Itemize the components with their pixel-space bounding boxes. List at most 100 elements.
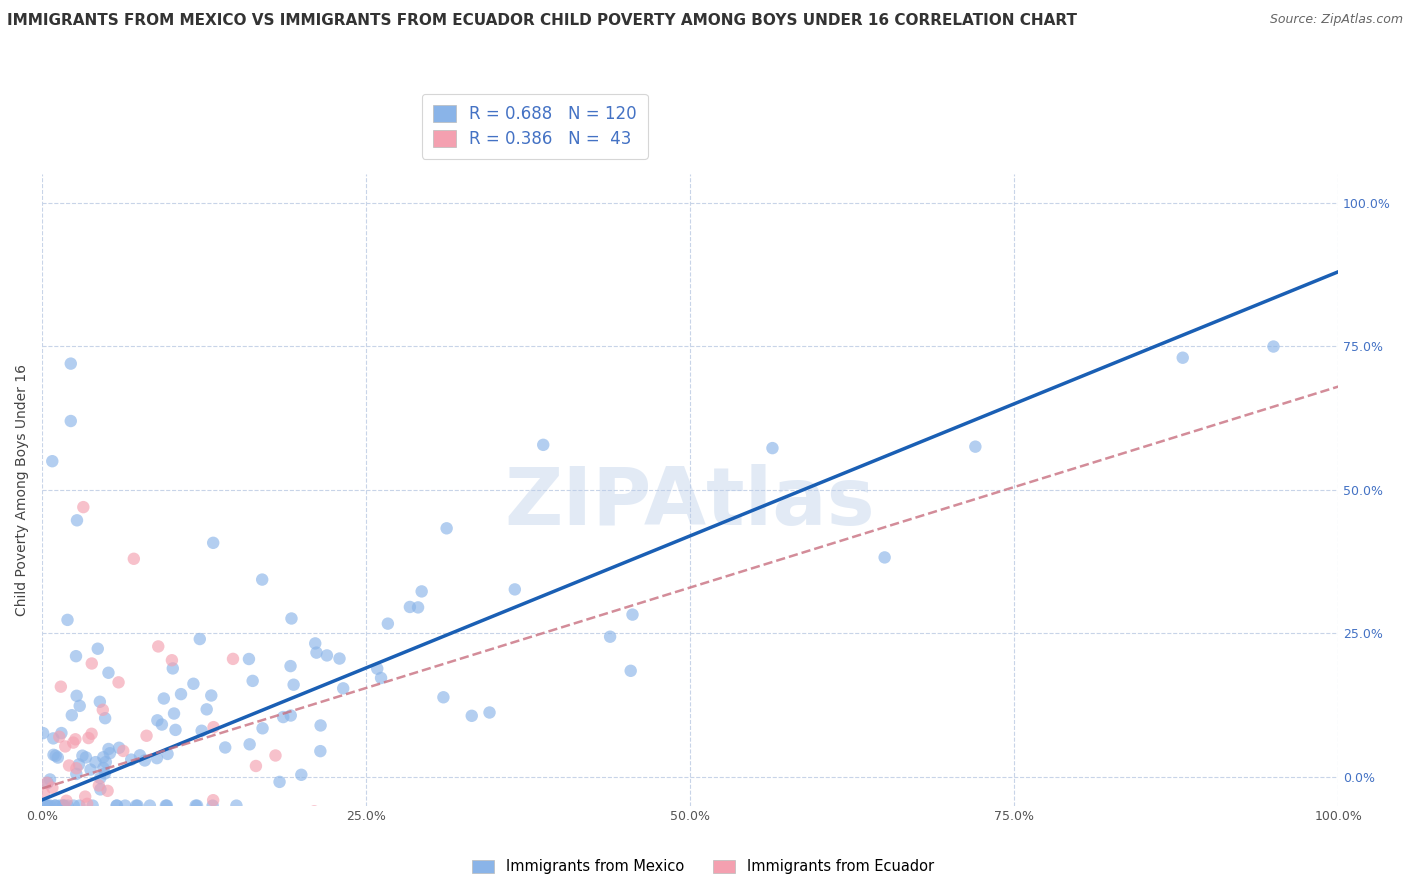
Point: [48, 838, 70, 853]
Point: [63, 838, 86, 853]
Point: [93, 761, 115, 775]
Point: [41, 780, 63, 795]
Point: [620, 664, 643, 678]
Point: [89, 771, 111, 785]
Point: [377, 616, 399, 631]
Point: [65, 732, 87, 747]
Point: [304, 636, 326, 650]
Text: ZIPAtlas: ZIPAtlas: [505, 464, 876, 541]
Point: [46, 750, 69, 764]
Point: [37, 798, 59, 813]
Text: IMMIGRANTS FROM MEXICO VS IMMIGRANTS FROM ECUADOR CHILD POVERTY AMONG BOYS UNDER: IMMIGRANTS FROM MEXICO VS IMMIGRANTS FRO…: [7, 13, 1077, 29]
Point: [53, 838, 76, 853]
Point: [60, 708, 83, 723]
Point: [155, 798, 177, 813]
Point: [94, 766, 117, 780]
Legend: Immigrants from Mexico, Immigrants from Ecuador: Immigrants from Mexico, Immigrants from …: [467, 854, 939, 880]
Point: [66, 513, 89, 527]
Point: [411, 584, 433, 599]
Point: [1263, 339, 1285, 353]
Point: [105, 798, 128, 813]
Point: [65, 767, 87, 781]
Point: [399, 599, 422, 614]
Point: [41, 454, 63, 468]
Point: [160, 653, 183, 667]
Point: [75, 750, 97, 764]
Point: [271, 710, 294, 724]
Point: [621, 607, 644, 622]
Point: [214, 740, 236, 755]
Point: [201, 798, 224, 813]
Point: [51, 726, 73, 740]
Point: [91, 750, 114, 764]
Point: [97, 665, 120, 680]
Point: [94, 755, 117, 769]
Point: [269, 775, 291, 789]
Point: [75, 789, 97, 804]
Point: [328, 651, 350, 665]
Point: [122, 551, 145, 566]
Point: [245, 759, 267, 773]
Point: [309, 744, 332, 758]
Point: [200, 689, 222, 703]
Point: [162, 661, 184, 675]
Point: [965, 440, 987, 454]
Point: [280, 708, 302, 723]
Point: [39, 772, 62, 787]
Point: [79, 838, 101, 853]
Point: [280, 611, 302, 625]
Point: [44, 798, 66, 813]
Point: [35, 798, 58, 813]
Point: [188, 632, 211, 646]
Point: [80, 727, 103, 741]
Point: [332, 681, 354, 696]
Point: [69, 798, 91, 813]
Point: [163, 706, 186, 721]
Y-axis label: Child Poverty Among Boys Under 16: Child Poverty Among Boys Under 16: [15, 364, 30, 615]
Point: [52, 798, 75, 813]
Point: [156, 747, 179, 761]
Point: [45, 748, 67, 763]
Point: [110, 806, 132, 821]
Point: [761, 441, 783, 455]
Point: [97, 784, 120, 798]
Point: [309, 718, 332, 732]
Point: [134, 754, 156, 768]
Point: [44, 798, 66, 813]
Point: [59, 357, 82, 371]
Point: [59, 414, 82, 428]
Point: [238, 652, 260, 666]
Point: [42, 731, 65, 746]
Point: [87, 779, 110, 793]
Point: [264, 748, 287, 763]
Point: [69, 698, 91, 713]
Point: [202, 793, 225, 807]
Point: [35, 798, 58, 813]
Point: [79, 763, 101, 777]
Point: [222, 652, 245, 666]
Point: [190, 723, 212, 738]
Point: [72, 748, 94, 763]
Point: [225, 798, 247, 813]
Point: [67, 757, 90, 772]
Point: [125, 798, 148, 813]
Point: [84, 838, 107, 853]
Point: [37, 838, 59, 853]
Point: [65, 761, 87, 775]
Point: [436, 521, 458, 535]
Point: [129, 748, 152, 763]
Point: [120, 753, 142, 767]
Point: [503, 582, 526, 597]
Point: [107, 675, 129, 690]
Point: [35, 776, 58, 790]
Point: [39, 798, 62, 813]
Point: [97, 742, 120, 756]
Point: [76, 797, 98, 811]
Point: [139, 798, 162, 813]
Point: [52, 798, 75, 813]
Text: Source: ZipAtlas.com: Source: ZipAtlas.com: [1270, 13, 1403, 27]
Point: [87, 641, 110, 656]
Point: [150, 717, 173, 731]
Point: [599, 630, 621, 644]
Point: [75, 838, 97, 853]
